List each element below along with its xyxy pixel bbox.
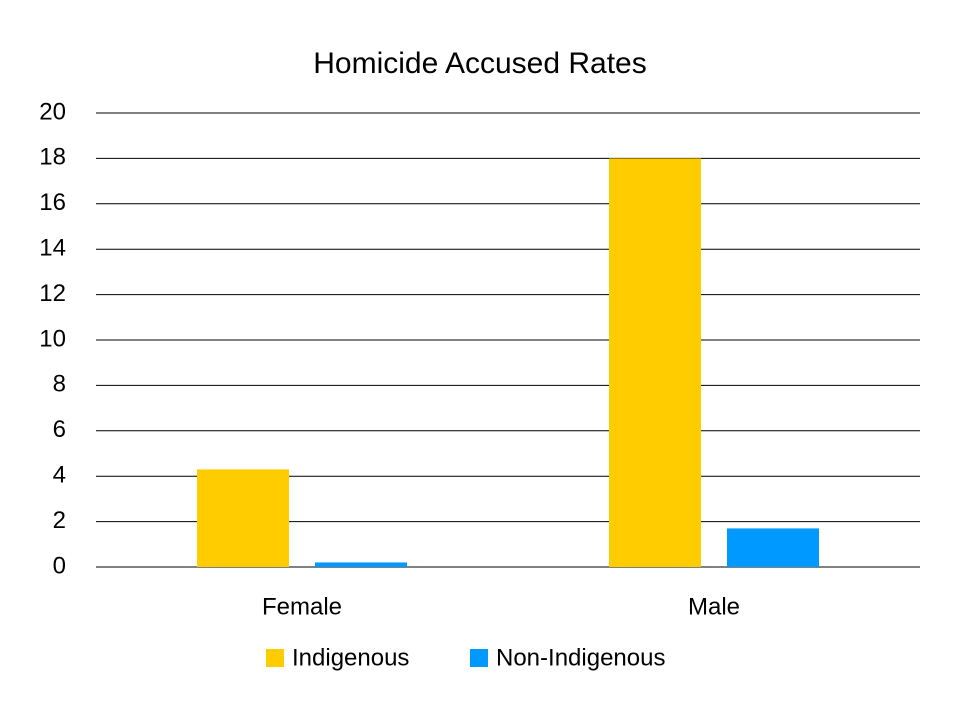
y-tick-label: 20 — [39, 98, 66, 125]
y-tick-label: 14 — [39, 235, 66, 262]
y-tick-label: 18 — [39, 144, 66, 171]
legend-swatch — [266, 649, 284, 667]
bar — [315, 562, 407, 567]
bar — [197, 469, 289, 567]
legend-swatch — [470, 649, 488, 667]
legend-label: Indigenous — [292, 644, 409, 671]
bar — [727, 528, 819, 567]
y-tick-label: 8 — [53, 371, 66, 398]
x-tick-label: Female — [262, 593, 342, 620]
bar — [609, 158, 701, 567]
x-tick-label: Male — [688, 593, 740, 620]
y-tick-label: 4 — [53, 462, 66, 489]
y-tick-label: 2 — [53, 507, 66, 534]
chart-title: Homicide Accused Rates — [313, 47, 647, 80]
legend-label: Non-Indigenous — [496, 644, 665, 671]
y-tick-label: 0 — [53, 552, 66, 579]
y-tick-label: 6 — [53, 416, 66, 443]
y-tick-label: 12 — [39, 280, 66, 307]
y-tick-label: 10 — [39, 325, 66, 352]
y-tick-label: 16 — [39, 189, 66, 216]
